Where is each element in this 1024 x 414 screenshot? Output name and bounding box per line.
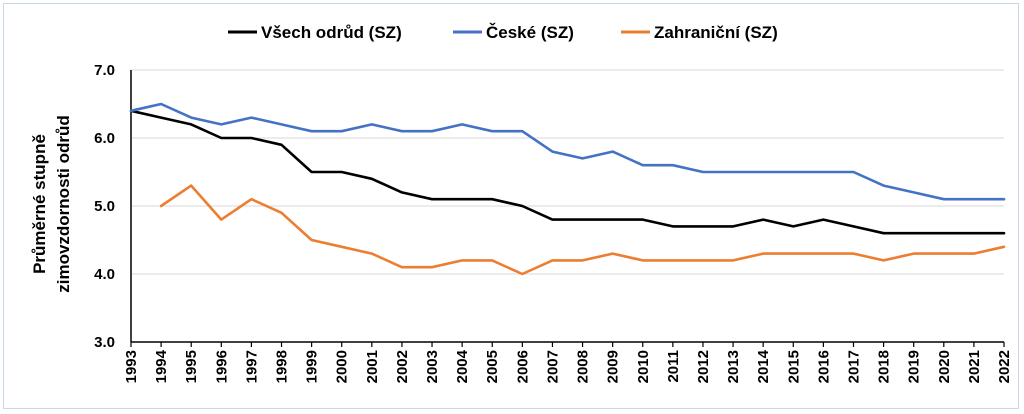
y-tick-label: 4.0 [94,266,115,283]
x-tick-labels: 1993 1994 1995 1996 1997 1998 1999 2000 2001 2002… [123,349,1013,383]
x-tick-label: 2000 [334,350,351,383]
y-tick-label: 3.0 [94,334,115,351]
x-tick-label: 2001 [364,350,381,383]
y-tick-label: 5.0 [94,198,115,215]
x-tick-label: 2012 [695,350,712,383]
legend-label: Všech odrůd (SZ) [261,23,402,42]
legend: Všech odrůd (SZ) České (SZ) Zahraniční (SZ… [228,23,778,42]
x-tick-label: 1998 [274,350,291,383]
x-tick-label: 2006 [514,350,531,383]
x-tick-label: 2016 [815,350,832,383]
y-tick-label: 7.0 [94,62,115,79]
x-tick-label: 2007 [544,350,561,383]
legend-label: České (SZ) [486,23,574,42]
x-tick-label: 2018 [876,350,893,383]
x-tick-label: 1994 [153,349,170,383]
x-tick-label: 1993 [123,350,140,383]
x-tick-label: 2002 [394,350,411,383]
x-tick-label: 2019 [906,350,923,383]
x-tick-label: 2021 [966,350,983,383]
series-line-1 [129,109,1006,235]
x-tick-label: 1995 [183,350,200,383]
y-tick-labels: 3.0 4.0 5.0 6.0 7.0 [94,62,115,351]
gridlines [131,69,1004,275]
axes [130,70,1005,347]
y-tick-label: 6.0 [94,130,115,147]
x-tick-label: 2005 [484,350,501,383]
x-tick-label: 2020 [936,350,953,383]
x-tick-label: 2013 [725,350,742,383]
x-tick-label: 2014 [755,349,772,383]
y-axis-label-line2: zimovzdornosti odrůd [54,115,73,293]
x-tick-label: 2009 [605,350,622,383]
series-lines [129,102,1006,276]
x-tick-label: 1996 [213,350,230,383]
x-tick-label: 2008 [575,350,592,383]
x-tick-label: 2010 [635,350,652,383]
x-tick-label: 2022 [996,350,1013,383]
x-tick-label: 2003 [424,350,441,383]
x-tick-label: 1997 [243,350,260,383]
y-axis-label-line1: Průměrné stupně [30,134,49,274]
x-tick-label: 2015 [785,350,802,383]
x-tick-label: 2017 [845,350,862,383]
x-tick-label: 2004 [454,349,471,383]
series-line-2 [129,102,1006,201]
series-line-3 [159,184,1006,276]
x-tick-label: 2011 [665,350,682,383]
legend-label: Zahraniční (SZ) [654,23,778,42]
x-tick-label: 1999 [304,350,321,383]
